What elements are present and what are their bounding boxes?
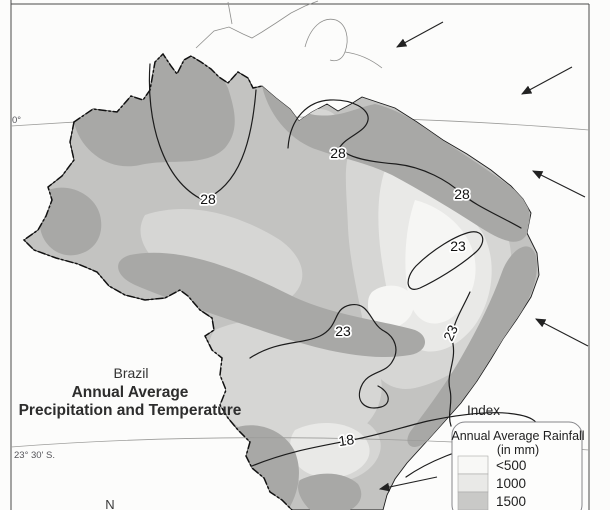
isotherm-18-south	[251, 412, 539, 478]
wind-arrow-icon	[535, 318, 589, 347]
wind-arrow-icon	[378, 476, 438, 492]
legend: Index Annual Average Rainfall (in mm) <5…	[451, 403, 585, 510]
wind-arrow-icon	[521, 66, 573, 95]
isotherm-28-west	[148, 63, 257, 201]
brazil-west-border	[22, 121, 293, 510]
legend-swatch-1500	[457, 491, 489, 510]
map-title-line2: Annual Average	[72, 384, 189, 401]
isotherm-23-loop-northeast	[407, 231, 484, 290]
legend-index-label: Index	[467, 403, 500, 418]
rain-zone-2500-east-coast-range	[407, 246, 537, 447]
legend-title: Annual Average Rainfall	[451, 429, 584, 443]
equator-label: 0°	[12, 115, 21, 126]
wind-arrow-icon	[396, 21, 444, 48]
coastline-cayenne-hump	[304, 18, 348, 62]
rain-zone-1500-central	[140, 209, 303, 306]
isotherm-label-23-central: 23	[335, 323, 351, 339]
legend-swatch-1000	[457, 473, 489, 493]
rain-zone-2500-northwest	[74, 54, 235, 167]
map-title: Brazil Annual Average Precipitation and …	[19, 365, 242, 419]
tropic-label: 23° 30' S.	[14, 450, 55, 461]
rain-zone-lt500-sertao	[405, 200, 476, 324]
isotherm-23-central	[249, 304, 397, 409]
isotherm-label-23-loop: 23	[450, 238, 466, 254]
rain-zone-2500-west-blob	[39, 187, 102, 256]
legend-item-label: <500	[496, 458, 526, 473]
isotherm-23-east	[448, 291, 471, 427]
brazil-north-border	[73, 52, 263, 123]
map-title-country: Brazil	[113, 365, 148, 381]
rain-zone-2500-central-band	[118, 252, 426, 358]
rain-zone-lt500-patch	[368, 285, 414, 329]
north-arrow-label: N	[105, 497, 114, 510]
isotherm-label-28-northeast: 28	[454, 186, 470, 202]
wind-arrow-icon	[532, 170, 586, 198]
legend-item-label: 1500	[496, 494, 526, 509]
isotherm-28-amazon-mouth	[287, 99, 522, 229]
legend-subtitle: (in mm)	[497, 443, 539, 457]
isotherm-label-18-south: 18	[337, 431, 355, 449]
coastline-fragment	[344, 51, 383, 69]
wind-arrows	[378, 21, 589, 492]
rain-zone-2500-south-bottom	[298, 473, 362, 510]
coastline-guianas	[195, 0, 319, 49]
isotherm-lines	[148, 63, 539, 478]
coastline-river-fragment	[227, 1, 233, 25]
isotherm-label-28-west: 28	[200, 191, 216, 207]
map-title-line3: Precipitation and Temperature	[19, 402, 242, 419]
legend-swatch-lt500	[457, 455, 489, 475]
legend-item-label: 1000	[496, 476, 526, 491]
isotherm-label-28-mouth: 28	[330, 145, 346, 161]
rain-zone-1000-south	[290, 423, 370, 478]
